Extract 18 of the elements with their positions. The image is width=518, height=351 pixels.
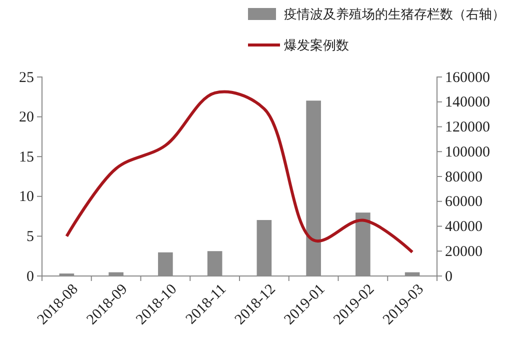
y2-tick-label: 20000 — [445, 244, 482, 260]
y-tick-label: 5 — [26, 229, 34, 245]
y-tick-label: 20 — [19, 110, 34, 126]
y-tick-label: 10 — [19, 189, 34, 206]
y2-tick-label: 0 — [445, 268, 452, 285]
y2-tick-label: 80000 — [445, 169, 482, 186]
y2-tick-label: 120000 — [445, 120, 490, 136]
y-tick-label: 0 — [26, 268, 34, 285]
y2-tick-label: 140000 — [445, 94, 490, 111]
y2-tick-label: 100000 — [445, 144, 490, 160]
line-series — [65, 90, 414, 254]
y2-tick-label: 60000 — [445, 194, 482, 210]
y2-tick-label: 40000 — [445, 219, 482, 236]
legend-label: 爆发案例数 — [284, 38, 349, 54]
y-tick-label: 25 — [19, 70, 34, 86]
legend-label: 疫情波及养殖场的生猪存栏数（右轴） — [284, 6, 505, 23]
y-tick-label: 15 — [19, 149, 34, 166]
y2-tick-label: 160000 — [445, 70, 490, 86]
